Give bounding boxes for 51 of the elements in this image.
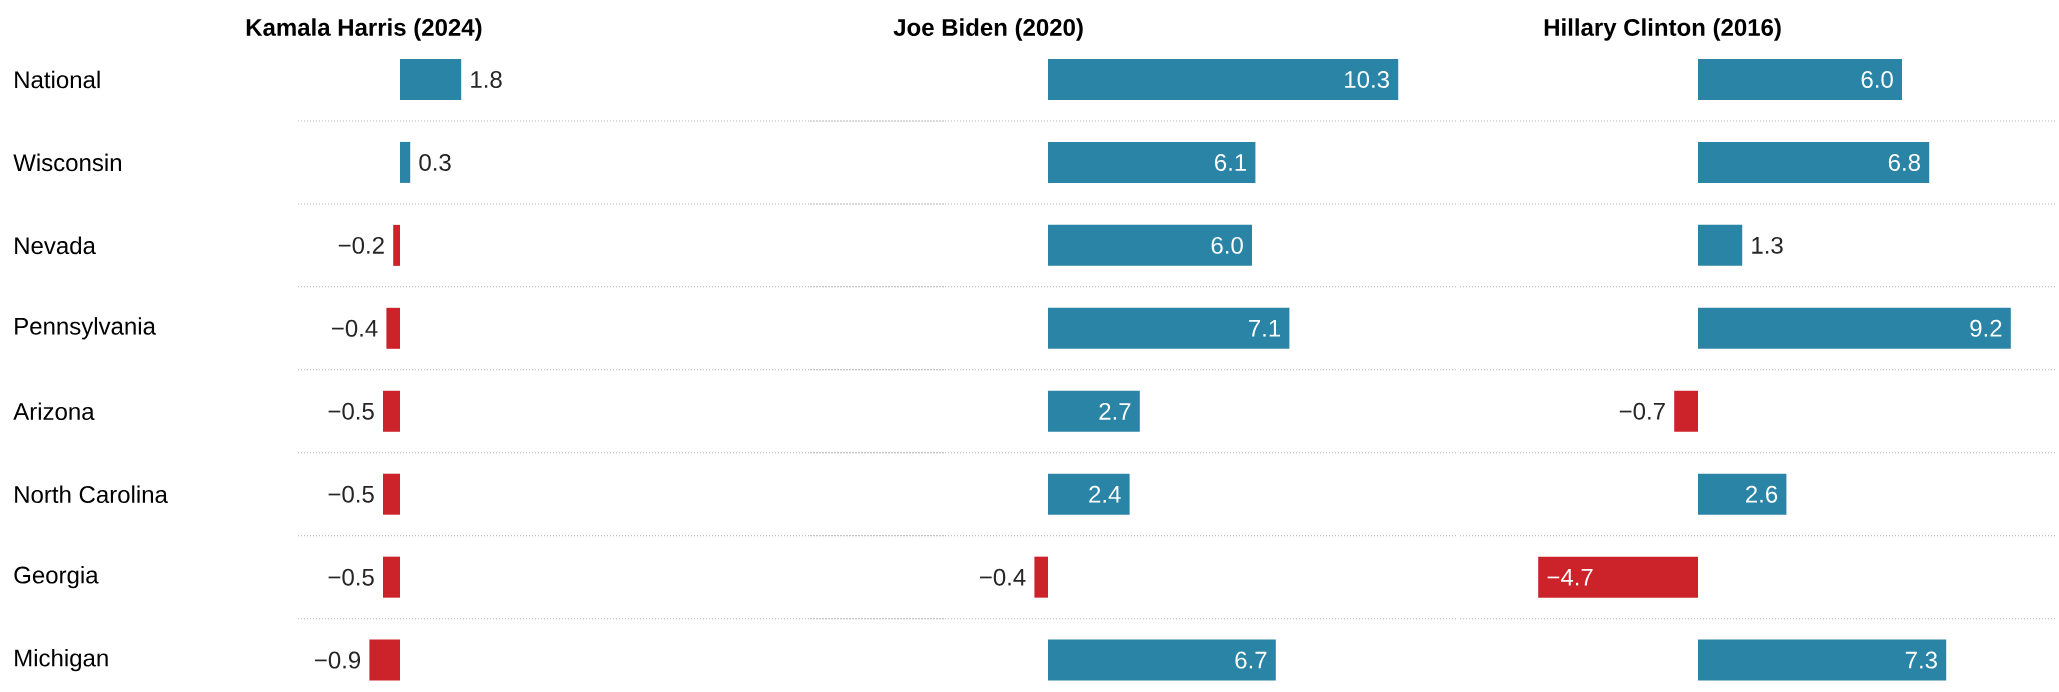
bar — [1698, 58, 1903, 100]
data-label: 0.3 — [419, 153, 451, 171]
data-label: −0.4 — [332, 319, 378, 337]
data-label: −0.7 — [1619, 402, 1665, 420]
data-label: −0.2 — [338, 236, 384, 254]
data-label: −0.5 — [328, 402, 374, 420]
data-label: 2.6 — [1746, 485, 1778, 503]
data-label: 6.8 — [1888, 153, 1920, 171]
y-tick-label: Georgia — [14, 565, 99, 589]
y-tick-label: Arizona — [13, 402, 95, 421]
data-label: −0.9 — [315, 651, 361, 669]
bar — [1048, 307, 1290, 349]
bar — [1034, 556, 1049, 598]
bar — [1048, 639, 1276, 681]
y-tick-label: Michigan — [15, 648, 108, 672]
y-tick-label: Wisconsin — [13, 153, 121, 172]
bar — [1698, 141, 1930, 183]
bar — [1698, 224, 1743, 266]
data-label: 7.1 — [1249, 320, 1281, 337]
bar — [1048, 473, 1130, 515]
bar — [1048, 224, 1253, 266]
data-label: −4.7 — [1547, 568, 1593, 586]
bar — [1698, 473, 1787, 515]
data-label: 2.7 — [1099, 402, 1131, 420]
data-label: 6.0 — [1861, 70, 1893, 88]
bar — [1048, 141, 1256, 183]
data-label: 1.3 — [1752, 236, 1783, 254]
bar — [1674, 390, 1699, 432]
y-tick-label: National — [15, 70, 100, 89]
y-tick-label: Nevada — [15, 236, 96, 255]
data-label: 6.0 — [1211, 236, 1243, 254]
bar — [1048, 58, 1399, 100]
data-label: −0.4 — [980, 568, 1026, 586]
chart-title: Hillary Clinton (2016) — [1544, 18, 1781, 41]
data-label: −0.5 — [328, 485, 374, 503]
data-label: 6.7 — [1235, 651, 1267, 669]
data-label: 2.4 — [1089, 485, 1121, 503]
data-label: 6.1 — [1215, 153, 1247, 171]
data-label: 9.2 — [1970, 319, 2002, 337]
data-label: 7.3 — [1905, 651, 1937, 669]
data-label: 1.8 — [471, 70, 502, 88]
y-tick-label: Pennsylvania — [15, 317, 156, 340]
y-tick-label: North Carolina — [15, 485, 168, 504]
chart-title: Joe Biden (2020) — [893, 18, 1083, 41]
chart-title: Kamala Harris (2024) — [246, 18, 482, 41]
bar — [1698, 307, 2011, 349]
bar — [1538, 556, 1699, 598]
bar — [1048, 390, 1140, 432]
data-label: −0.5 — [328, 568, 374, 586]
bar — [1698, 639, 1947, 681]
data-label: 10.3 — [1345, 70, 1389, 88]
